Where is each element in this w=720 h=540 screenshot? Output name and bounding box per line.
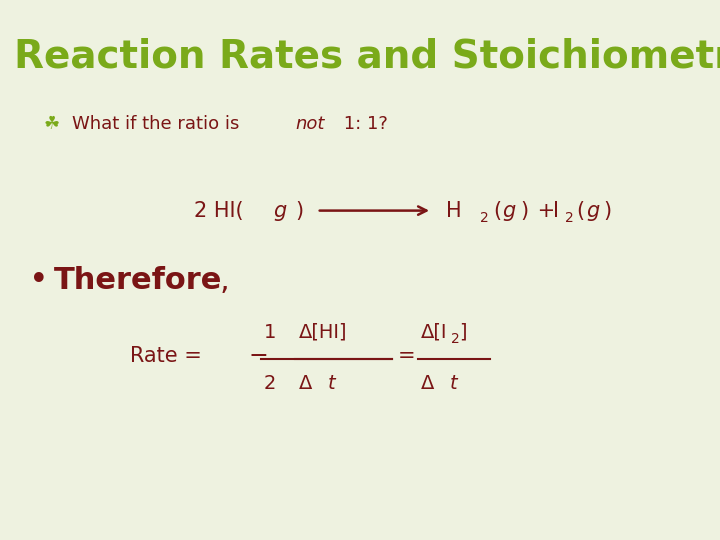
Text: 2: 2 — [480, 211, 488, 225]
Text: (: ( — [493, 200, 501, 221]
Text: I: I — [553, 200, 559, 221]
Text: 2: 2 — [451, 332, 459, 346]
Text: Reaction Rates and Stoichiometry: Reaction Rates and Stoichiometry — [14, 38, 720, 76]
Text: (: ( — [576, 200, 584, 221]
Text: ): ) — [603, 200, 611, 221]
Text: +: + — [531, 200, 562, 221]
Text: H: H — [446, 200, 462, 221]
Text: What if the ratio is: What if the ratio is — [72, 115, 245, 133]
Text: g: g — [274, 200, 287, 221]
Text: 2: 2 — [264, 374, 276, 393]
Text: ☘: ☘ — [43, 115, 59, 133]
Text: 2 HI(: 2 HI( — [194, 200, 244, 221]
Text: Δ[HI]: Δ[HI] — [299, 322, 347, 342]
Text: 1: 1?: 1: 1? — [338, 115, 388, 133]
Text: ): ) — [295, 200, 303, 221]
Text: ): ) — [520, 200, 528, 221]
Text: •: • — [29, 264, 48, 298]
Text: Δ: Δ — [421, 374, 435, 393]
Text: 2: 2 — [565, 211, 574, 225]
Text: ]: ] — [459, 322, 467, 342]
Text: −: − — [248, 345, 268, 368]
Text: Δ: Δ — [299, 374, 312, 393]
Text: t: t — [328, 374, 336, 393]
Text: Rate =: Rate = — [130, 346, 208, 367]
Text: 1: 1 — [264, 322, 276, 342]
Text: g: g — [503, 200, 516, 221]
Text: =: = — [398, 346, 415, 367]
Text: g: g — [586, 200, 599, 221]
Text: Therefore: Therefore — [54, 266, 222, 295]
Text: t: t — [450, 374, 458, 393]
Text: ,: , — [220, 266, 230, 295]
Text: not: not — [295, 115, 325, 133]
Text: Δ[I: Δ[I — [421, 322, 448, 342]
